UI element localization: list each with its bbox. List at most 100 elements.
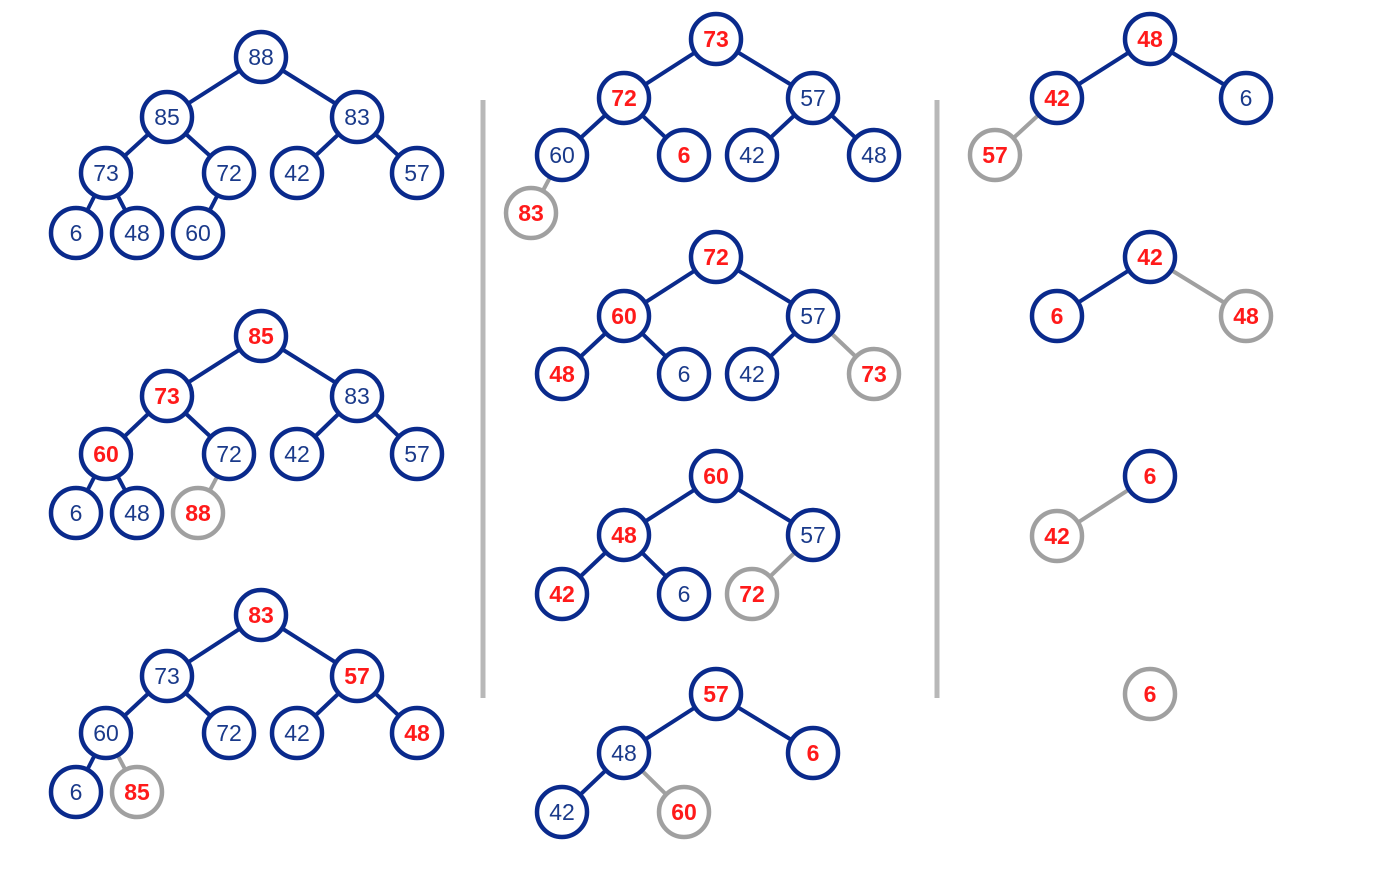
heap-node-circle bbox=[596, 70, 652, 126]
heap-node-label: 6 bbox=[807, 740, 820, 766]
heap-node-label: 42 bbox=[549, 799, 575, 825]
heap-node-circle bbox=[785, 70, 841, 126]
heap-node-label: 42 bbox=[1044, 85, 1070, 111]
heap-node-label: 6 bbox=[678, 142, 691, 168]
heap-node-circle bbox=[329, 368, 385, 424]
heap-node: 85 bbox=[139, 89, 195, 145]
heap-node: 6 bbox=[48, 485, 104, 541]
heap-node: 57 bbox=[785, 70, 841, 126]
heap-node-label: 48 bbox=[124, 220, 150, 246]
heap-node-circle bbox=[269, 426, 325, 482]
heap-node: 83 bbox=[329, 89, 385, 145]
heap-node: 60 bbox=[78, 426, 134, 482]
heap-node: 85 bbox=[233, 308, 289, 364]
heap-node: 6 bbox=[656, 566, 712, 622]
heap-node-label: 83 bbox=[344, 383, 370, 409]
trees-layer: 88 85 83 73 72 42 57 6 48 60 85 73 83 60 72 42 57 6 48 88 83… bbox=[48, 11, 1274, 840]
heap-node-circle bbox=[269, 705, 325, 761]
heap-node-circle bbox=[109, 205, 165, 261]
heap-node-circle bbox=[534, 566, 590, 622]
heap-node-circle bbox=[785, 507, 841, 563]
heap-node-circle bbox=[596, 288, 652, 344]
heap-node-circle bbox=[1218, 70, 1274, 126]
heap-node-label: 83 bbox=[248, 602, 274, 628]
heap-node-label: 42 bbox=[739, 361, 765, 387]
heap-node-circle bbox=[389, 145, 445, 201]
heap-node-label: 42 bbox=[549, 581, 575, 607]
heap-node-circle bbox=[233, 308, 289, 364]
heap-node-circle bbox=[1122, 448, 1178, 504]
heap-node-label: 6 bbox=[678, 361, 691, 387]
heap-node-label: 60 bbox=[671, 799, 697, 825]
heap-node-label: 57 bbox=[800, 303, 826, 329]
heap-node-label: 83 bbox=[344, 104, 370, 130]
heap-node-label: 57 bbox=[703, 681, 729, 707]
heap-node-circle bbox=[596, 507, 652, 563]
heap-node-circle bbox=[1122, 666, 1178, 722]
heap-node-label: 6 bbox=[1144, 681, 1157, 707]
tree-heap-2: 85 73 83 60 72 42 57 6 48 88 bbox=[48, 308, 445, 541]
heap-node-label: 57 bbox=[982, 142, 1008, 168]
heap-node-label: 48 bbox=[611, 740, 637, 766]
heap-node: 42 bbox=[724, 346, 780, 402]
heap-node-label: 72 bbox=[739, 581, 765, 607]
heap-node: 6 bbox=[785, 725, 841, 781]
tree-heap-8: 48 42 6 57 bbox=[967, 11, 1274, 183]
heap-node: 6 bbox=[48, 205, 104, 261]
heap-node-circle bbox=[1029, 288, 1085, 344]
heap-node: 48 bbox=[109, 485, 165, 541]
tree-heap-1: 88 85 83 73 72 42 57 6 48 60 bbox=[48, 29, 445, 261]
heap-node: 88 bbox=[233, 29, 289, 85]
heap-node-circle bbox=[139, 368, 195, 424]
heap-node: 88 bbox=[170, 485, 226, 541]
heap-node-label: 48 bbox=[124, 500, 150, 526]
heap-node-label: 42 bbox=[284, 720, 310, 746]
heap-node: 48 bbox=[596, 507, 652, 563]
heap-node-circle bbox=[1122, 11, 1178, 67]
heap-node: 42 bbox=[269, 705, 325, 761]
heap-node: 72 bbox=[201, 705, 257, 761]
heap-node-circle bbox=[109, 764, 165, 820]
heap-node-label: 60 bbox=[185, 220, 211, 246]
heap-node-circle bbox=[1029, 70, 1085, 126]
heap-node: 6 bbox=[1122, 666, 1178, 722]
heap-node-circle bbox=[846, 127, 902, 183]
tree-heap-6: 60 48 57 42 6 72 bbox=[534, 448, 841, 622]
heap-node-circle bbox=[534, 346, 590, 402]
heap-node: 48 bbox=[534, 346, 590, 402]
heap-node: 72 bbox=[201, 145, 257, 201]
heap-node: 6 bbox=[48, 764, 104, 820]
heap-node-circle bbox=[233, 587, 289, 643]
heap-node-circle bbox=[170, 205, 226, 261]
heap-node-label: 73 bbox=[703, 26, 729, 52]
heap-node: 72 bbox=[201, 426, 257, 482]
heap-node-label: 57 bbox=[800, 85, 826, 111]
heap-node-label: 73 bbox=[93, 160, 119, 186]
heap-node: 6 bbox=[656, 346, 712, 402]
heap-node-circle bbox=[688, 11, 744, 67]
heap-node-label: 60 bbox=[93, 441, 119, 467]
tree-heap-7: 57 48 6 42 60 bbox=[534, 666, 841, 840]
heap-node-label: 73 bbox=[154, 663, 180, 689]
heap-node: 48 bbox=[846, 127, 902, 183]
heap-node-label: 42 bbox=[1044, 523, 1070, 549]
heap-node: 57 bbox=[389, 426, 445, 482]
heap-node: 6 bbox=[656, 127, 712, 183]
heap-node-circle bbox=[724, 566, 780, 622]
heap-node-circle bbox=[329, 89, 385, 145]
heap-node-circle bbox=[724, 127, 780, 183]
heap-node-label: 88 bbox=[248, 44, 274, 70]
heap-node: 6 bbox=[1029, 288, 1085, 344]
heap-node-circle bbox=[724, 346, 780, 402]
heap-node-label: 85 bbox=[124, 779, 150, 805]
heap-node: 57 bbox=[785, 507, 841, 563]
heap-node: 42 bbox=[534, 784, 590, 840]
heap-node-circle bbox=[78, 705, 134, 761]
heap-node-circle bbox=[1218, 288, 1274, 344]
heap-node-circle bbox=[389, 426, 445, 482]
heap-node-circle bbox=[1122, 229, 1178, 285]
heap-node-label: 42 bbox=[1137, 244, 1163, 270]
heap-node: 57 bbox=[967, 127, 1023, 183]
heap-node: 48 bbox=[109, 205, 165, 261]
